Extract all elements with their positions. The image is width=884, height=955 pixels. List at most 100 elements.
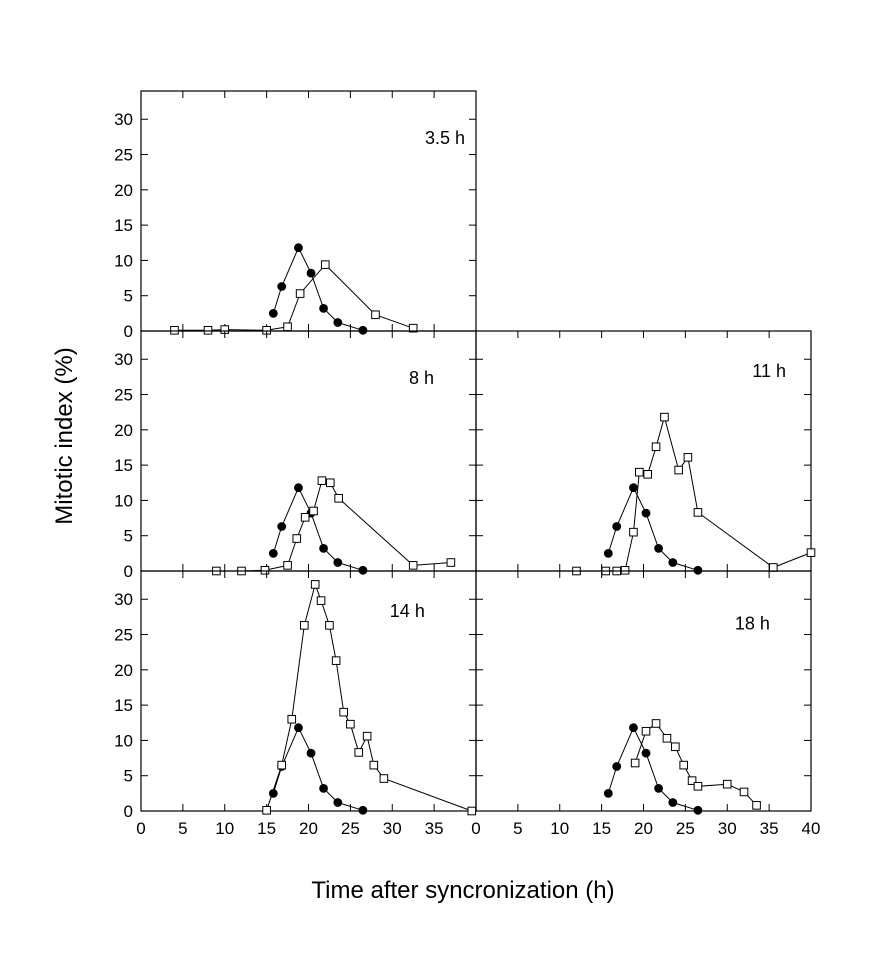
x-tick-label: 20 — [299, 819, 318, 838]
data-point-treated — [674, 465, 683, 475]
data-point-treated — [752, 801, 761, 810]
data-point-control — [693, 565, 703, 575]
data-point-treated — [316, 596, 326, 605]
data-point-treated — [687, 776, 697, 785]
data-point-control — [294, 243, 303, 253]
series-line-treated — [216, 479, 451, 572]
data-point-control — [319, 544, 328, 553]
data-point-control — [306, 268, 316, 278]
series-line-control — [607, 486, 699, 571]
panel-label: 11 h — [752, 361, 786, 381]
x-tick-label: 25 — [341, 819, 360, 838]
y-tick-label: 5 — [124, 287, 133, 306]
x-tick-label: 30 — [383, 819, 402, 838]
x-tick-label: 0 — [471, 819, 480, 838]
data-point-treated — [369, 760, 379, 770]
x-tick-label: 35 — [425, 819, 444, 838]
y-tick-label: 25 — [114, 386, 133, 405]
chart-panels: 0 5 10 15 20 25 30 3.5 h 0 5 10 15 20 25 30 8 h 0 5 10 15 20… — [114, 90, 821, 838]
data-point-control — [641, 748, 651, 758]
data-point-control — [333, 318, 343, 327]
data-point-treated — [651, 719, 661, 728]
data-point-control — [333, 798, 343, 807]
y-tick-label: 10 — [114, 731, 133, 750]
data-point-control — [693, 805, 703, 815]
data-point-treated — [300, 513, 310, 522]
data-point-control — [629, 723, 638, 733]
y-tick-label: 15 — [114, 696, 133, 715]
data-point-control — [319, 784, 328, 793]
data-point-treated — [277, 760, 286, 770]
data-point-treated — [317, 476, 327, 485]
data-point-control — [358, 805, 368, 815]
data-point-treated — [620, 565, 630, 575]
data-point-control — [277, 522, 287, 531]
data-point-treated — [379, 774, 389, 783]
data-point-treated — [630, 758, 640, 768]
data-point-control — [333, 558, 343, 567]
x-tick-label: 10 — [550, 819, 569, 838]
data-point-control — [294, 483, 303, 493]
data-point-control — [358, 325, 368, 335]
data-point-treated — [408, 561, 418, 570]
series-line-treated — [576, 415, 812, 572]
series-line-treated — [266, 582, 472, 812]
y-tick-label: 30 — [114, 350, 133, 369]
y-axis-title: Mitotic index (%) — [51, 347, 78, 524]
y-tick-label: 0 — [124, 322, 133, 341]
data-point-control — [319, 304, 328, 313]
data-point-control — [277, 282, 287, 291]
x-tick-label: 0 — [136, 819, 145, 838]
panel-label: 14 h — [390, 601, 425, 621]
x-tick-label: 40 — [802, 819, 821, 838]
data-point-control — [654, 544, 663, 553]
data-point-treated — [722, 779, 732, 789]
data-point-treated — [683, 453, 693, 462]
y-tick-label: 10 — [114, 251, 133, 270]
data-point-control — [294, 723, 303, 733]
data-point-treated — [629, 527, 638, 537]
data-point-treated — [331, 656, 341, 665]
y-tick-label: 25 — [114, 626, 133, 645]
data-point-control — [603, 788, 613, 798]
data-point-treated — [334, 493, 343, 503]
y-tick-label: 20 — [114, 421, 133, 440]
x-tick-label: 15 — [592, 819, 611, 838]
y-tick-label: 0 — [124, 802, 133, 821]
data-point-treated — [671, 742, 680, 752]
panel-middle-left: 0 5 10 15 20 25 30 8 h — [114, 330, 477, 581]
data-point-treated — [287, 714, 297, 724]
data-point-control — [629, 483, 638, 493]
panel-label: 18 h — [735, 614, 770, 634]
data-point-treated — [320, 260, 330, 269]
data-point-control — [306, 748, 316, 758]
x-axis-title: Time after syncronization (h) — [311, 877, 614, 904]
data-point-treated — [203, 325, 213, 335]
data-point-treated — [693, 781, 703, 791]
y-tick-label: 30 — [114, 110, 133, 129]
x-tick-label: 25 — [676, 819, 695, 838]
data-point-treated — [660, 412, 669, 422]
data-point-treated — [635, 467, 644, 477]
data-point-treated — [310, 580, 320, 589]
data-point-control — [668, 798, 678, 807]
y-tick-label: 10 — [114, 491, 133, 510]
y-tick-label: 25 — [114, 146, 133, 165]
y-tick-label: 30 — [114, 590, 133, 609]
data-point-control — [358, 565, 368, 575]
panel-middle-right: 11 h — [475, 330, 816, 576]
y-tick-label: 20 — [114, 661, 133, 680]
data-point-treated — [662, 733, 672, 743]
plot-frame — [475, 570, 812, 812]
data-point-control — [268, 308, 278, 318]
series-line-control — [272, 486, 364, 571]
data-point-treated — [170, 325, 179, 335]
series-line-treated — [634, 722, 757, 806]
x-tick-label: 35 — [760, 819, 779, 838]
plot-frame — [140, 570, 477, 812]
data-point-treated — [769, 563, 778, 572]
data-point-treated — [467, 806, 477, 816]
data-point-control — [612, 522, 622, 531]
panel-label: 8 h — [409, 368, 434, 388]
data-point-treated — [283, 561, 292, 570]
